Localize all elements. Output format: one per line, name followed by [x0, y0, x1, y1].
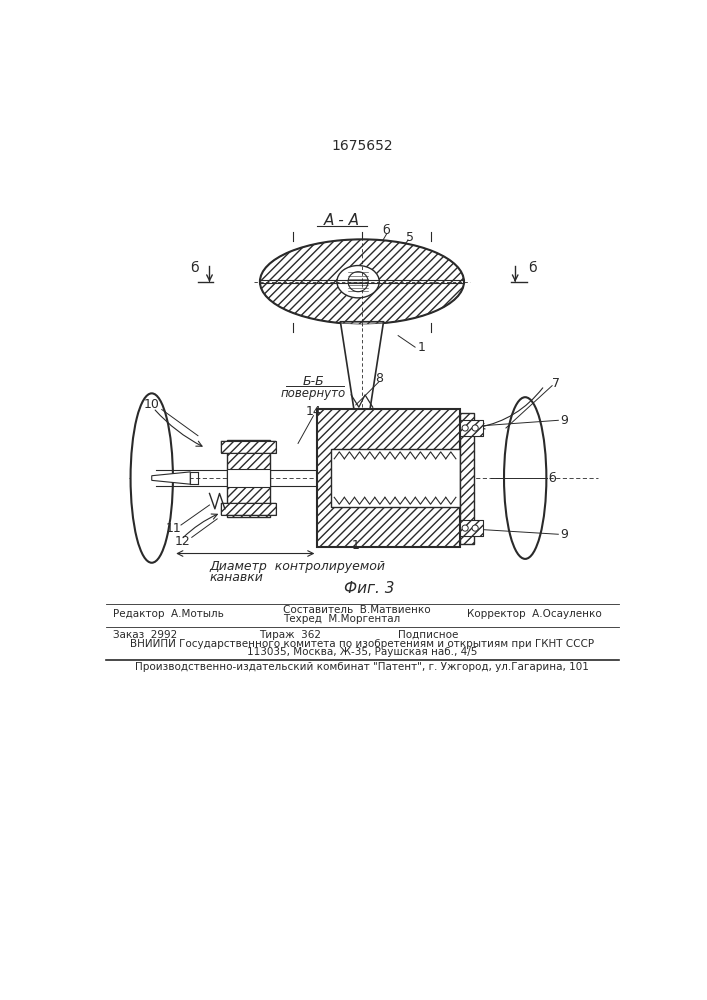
Text: 5: 5 — [406, 231, 414, 244]
Text: Фиг. 3: Фиг. 3 — [344, 581, 395, 596]
Text: 113035, Москва, Ж-35, Раушская наб., 4/5: 113035, Москва, Ж-35, Раушская наб., 4/5 — [247, 647, 477, 657]
Text: 1: 1 — [352, 539, 360, 552]
Bar — [221, 503, 276, 515]
Bar — [221, 441, 276, 453]
Circle shape — [472, 525, 478, 531]
Text: б: б — [548, 472, 556, 485]
Text: ВНИИПИ Государственного комитета по изобретениям и открытиям при ГКНТ СССР: ВНИИПИ Государственного комитета по изоб… — [130, 639, 594, 649]
Circle shape — [348, 272, 368, 292]
Ellipse shape — [337, 266, 379, 298]
Text: Корректор  А.Осауленко: Корректор А.Осауленко — [467, 609, 602, 619]
Text: Фиг. 2: Фиг. 2 — [327, 451, 378, 466]
Text: Составитель  В.Матвиенко: Составитель В.Матвиенко — [283, 605, 431, 615]
Bar — [460, 413, 474, 544]
Bar — [460, 420, 483, 436]
Circle shape — [472, 425, 478, 431]
Text: Диаметр  контролируемой: Диаметр контролируемой — [209, 560, 385, 573]
Bar — [227, 440, 269, 517]
Bar — [317, 409, 460, 547]
Text: Тираж  362: Тираж 362 — [259, 630, 322, 640]
Text: Б-Б: Б-Б — [303, 375, 325, 388]
Text: 1: 1 — [417, 341, 425, 354]
Bar — [460, 413, 474, 544]
Ellipse shape — [260, 239, 464, 324]
Text: повернуто: повернуто — [281, 387, 346, 400]
Text: 1675652: 1675652 — [331, 139, 393, 153]
Text: 10: 10 — [144, 398, 160, 411]
Bar — [221, 441, 276, 453]
Text: Редактор  А.Мотыль: Редактор А.Мотыль — [113, 609, 224, 619]
Text: б: б — [382, 224, 390, 237]
Text: 12: 12 — [175, 535, 190, 548]
Text: Подписное: Подписное — [398, 630, 459, 640]
Bar — [460, 420, 483, 436]
Text: Техред  М.Моргентал: Техред М.Моргентал — [283, 614, 400, 624]
Text: 9: 9 — [560, 414, 568, 427]
Bar — [460, 520, 483, 536]
Text: А - А: А - А — [324, 213, 360, 228]
Bar — [227, 440, 269, 517]
Polygon shape — [152, 472, 190, 484]
Text: 8: 8 — [375, 372, 383, 385]
Bar — [460, 520, 483, 536]
Text: Заказ  2992: Заказ 2992 — [113, 630, 177, 640]
Text: Производственно-издательский комбинат "Патент", г. Ужгород, ул.Гагарина, 101: Производственно-издательский комбинат "П… — [135, 662, 589, 672]
Bar — [221, 503, 276, 515]
Ellipse shape — [504, 397, 547, 559]
Text: б: б — [528, 261, 537, 275]
Ellipse shape — [131, 393, 173, 563]
Text: канавки: канавки — [209, 571, 264, 584]
Text: 9: 9 — [560, 528, 568, 541]
Polygon shape — [340, 322, 383, 416]
Polygon shape — [355, 416, 369, 440]
Bar — [317, 409, 460, 547]
Circle shape — [462, 425, 468, 431]
Text: 11: 11 — [165, 522, 181, 535]
Text: б: б — [189, 261, 199, 275]
Bar — [331, 449, 460, 507]
Circle shape — [462, 525, 468, 531]
Text: 7: 7 — [552, 377, 560, 390]
Text: 14: 14 — [305, 405, 321, 418]
Bar — [227, 469, 269, 487]
